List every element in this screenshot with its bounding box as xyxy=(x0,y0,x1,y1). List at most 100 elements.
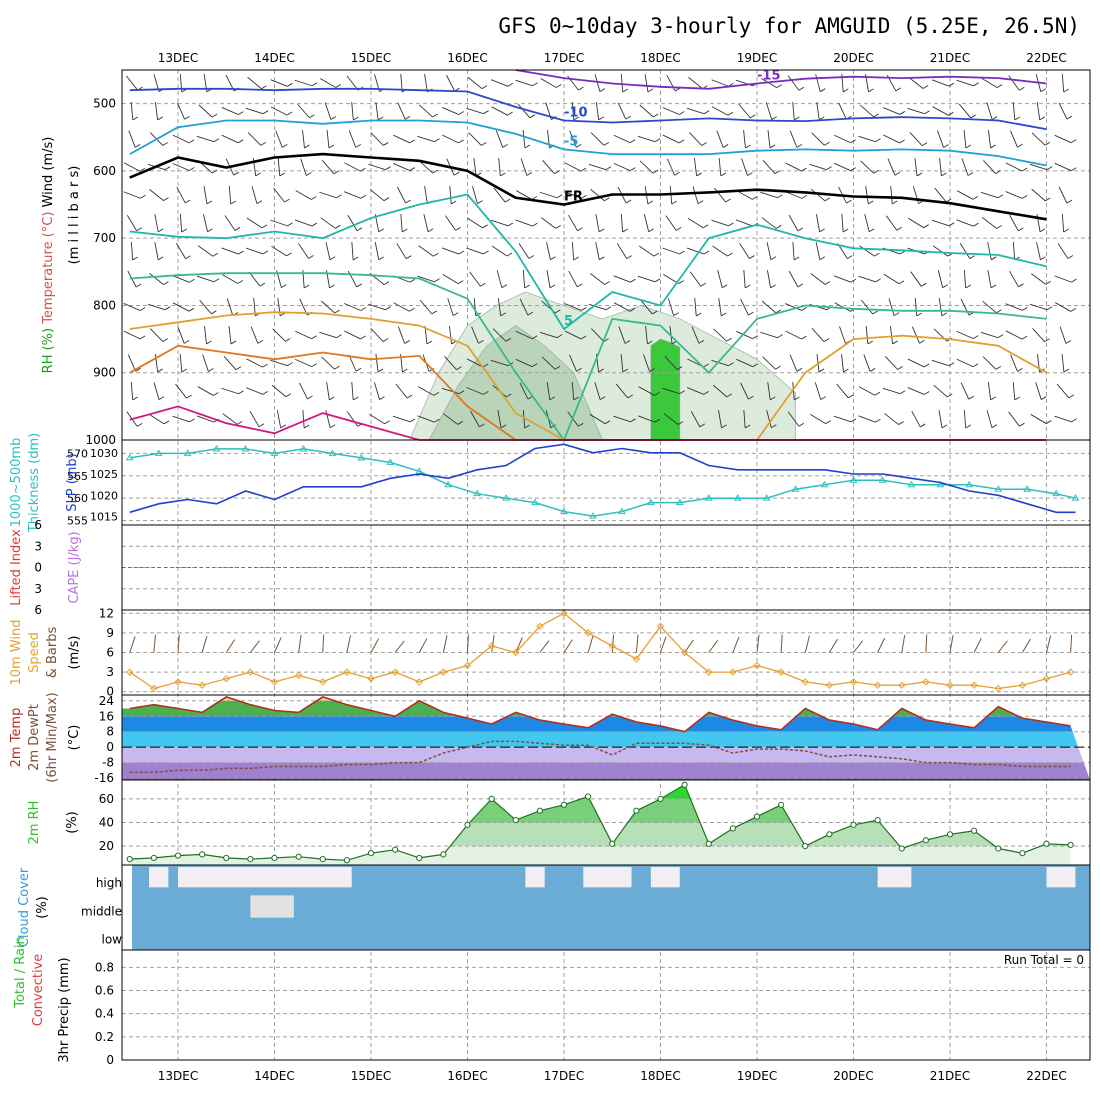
wind-barb-flag xyxy=(409,139,415,144)
wind-barb xyxy=(449,185,452,205)
wind-barb-flag xyxy=(630,418,636,423)
wind-barb-flag xyxy=(850,278,857,283)
wind-barb xyxy=(910,271,922,287)
wind-barb-flag xyxy=(820,396,826,400)
wind-barb xyxy=(149,328,164,342)
wind-barb-flag xyxy=(973,335,979,340)
wind-barb xyxy=(1012,101,1016,121)
wind-barb xyxy=(738,103,751,119)
wind-barb-flag xyxy=(132,256,138,261)
wind10-barb xyxy=(370,638,380,653)
wind-barb-flag xyxy=(549,396,556,401)
precip-tick-label: 0.4 xyxy=(95,1007,114,1021)
wind-barb-flag xyxy=(157,256,164,261)
thickness-tick-label: 560 xyxy=(67,492,88,505)
wind-barb-flag xyxy=(721,312,727,317)
wind10-point xyxy=(946,681,954,689)
wind-barb-flag xyxy=(385,306,391,311)
wind10-point xyxy=(174,678,182,686)
wind-barb xyxy=(539,331,558,339)
wind-barb xyxy=(490,219,509,227)
top-date-label: 15DEC xyxy=(351,51,391,65)
wind-barb xyxy=(662,247,680,255)
wind10-barb xyxy=(973,637,982,653)
wind-barb-flag xyxy=(184,199,191,204)
wind-barb-flag xyxy=(527,311,534,316)
wind-barb xyxy=(564,191,582,199)
wind-barb-flag xyxy=(598,368,604,373)
wind10-point xyxy=(825,681,834,689)
wind-barb xyxy=(613,162,631,172)
temp-ylabel-b: 2m DewPt xyxy=(27,704,42,771)
wind-barb-flag xyxy=(842,228,849,233)
thickness-point xyxy=(618,507,626,515)
wind-barb-flag xyxy=(549,284,556,289)
wind-barb-flag xyxy=(752,335,758,340)
wind-barb xyxy=(667,298,675,316)
slp-line xyxy=(129,443,1076,514)
wind-barb xyxy=(1009,214,1019,232)
wind10-point xyxy=(198,681,206,689)
wind-barb xyxy=(688,132,703,146)
wind-barb xyxy=(400,213,403,233)
wind-barb-flag xyxy=(213,278,220,283)
wind-barb-flag xyxy=(135,283,142,288)
wind-barb xyxy=(424,74,428,92)
wind-barb-flag xyxy=(797,227,804,232)
wind-barb xyxy=(204,326,207,344)
wind-barb xyxy=(810,413,826,425)
wind-barb xyxy=(1010,130,1018,148)
temp-ylabel-a: 2m Temp xyxy=(9,708,24,768)
wind-barb xyxy=(495,130,504,148)
wind-barb-flag xyxy=(532,82,538,87)
wind-barb xyxy=(172,415,190,423)
wind-barb xyxy=(176,186,186,204)
wind-barb-flag xyxy=(580,167,587,172)
wind-barb xyxy=(982,356,997,370)
wind-barb xyxy=(815,214,821,232)
wind-barb-flag xyxy=(899,390,906,395)
wind-barb-flag xyxy=(920,423,926,428)
rh-point xyxy=(778,801,785,808)
wind-barb-flag xyxy=(355,367,362,372)
wind-barb-flag xyxy=(507,222,514,227)
wind-barb-flag xyxy=(750,114,756,119)
wind-barb xyxy=(743,409,746,429)
wind-barb-flag xyxy=(919,339,925,344)
wind-barb-flag xyxy=(801,307,808,311)
wind-barb-flag xyxy=(1019,86,1025,91)
wind-barb xyxy=(368,163,386,171)
wind-barb xyxy=(858,386,876,396)
wind-barb-flag xyxy=(892,200,898,205)
wind-barb xyxy=(370,328,384,342)
wind-barb xyxy=(735,219,754,227)
wind-barb-flag xyxy=(405,199,411,204)
ylabel-part: RH (%) xyxy=(41,324,56,374)
wind-barb-flag xyxy=(991,116,998,120)
wind-barb-flag xyxy=(622,368,629,373)
wind-barb-flag xyxy=(262,250,269,255)
wind-barb xyxy=(294,219,313,227)
wind-barb xyxy=(1035,382,1042,400)
wind10-point xyxy=(536,622,544,631)
rh-point xyxy=(585,793,592,800)
wind10-barb xyxy=(1021,638,1031,653)
wind-barb-flag xyxy=(409,167,415,171)
pressure-tick-label: 900 xyxy=(93,366,116,380)
wind-barb xyxy=(324,102,332,120)
wind-barb xyxy=(591,328,604,342)
wind-barb-flag xyxy=(701,142,707,146)
wind-barb xyxy=(203,214,208,232)
wind-barb xyxy=(172,134,190,144)
wind-barb xyxy=(297,103,310,119)
temp-ylabel-c: (6hr Min/Max) xyxy=(45,692,60,782)
wind-barb-flag xyxy=(311,335,317,340)
wind-barb xyxy=(644,74,649,92)
cloud-middle-gap xyxy=(250,895,294,918)
wind-barb-flag xyxy=(434,418,440,423)
wind-barb xyxy=(221,134,239,144)
wind-barb-flag xyxy=(748,311,754,316)
wind-barb xyxy=(887,158,896,176)
wind-barb-flag xyxy=(211,169,218,174)
wind-barb xyxy=(130,381,134,401)
